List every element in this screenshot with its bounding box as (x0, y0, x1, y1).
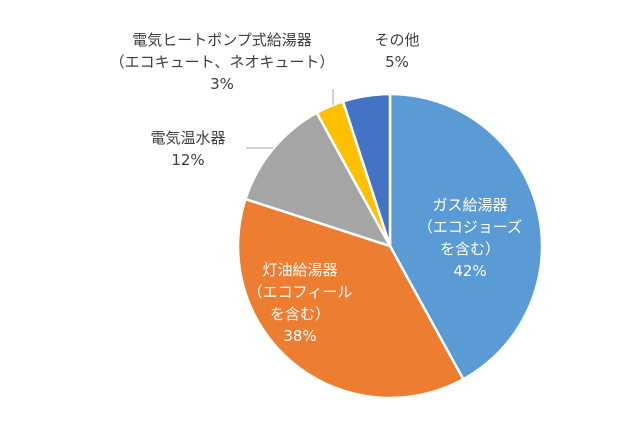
slice-category-kerosene: 灯油給湯器 (262, 261, 337, 279)
slice-value-other: 5% (385, 53, 409, 71)
slice-category-gas: を含む） (440, 240, 500, 258)
slice-category-kerosene: （エコフィール (248, 283, 353, 301)
pie-labels: ガス給湯器（エコジョーズを含む） 42%灯油給湯器（エコフィールを含む） 38%電気… (110, 31, 522, 345)
slice-category-other: その他 (374, 31, 419, 49)
pie-slice-gas (388, 92, 544, 381)
slice-category-gas: ガス給湯器 (432, 196, 507, 214)
slice-category-kerosene: を含む） (270, 305, 330, 323)
slice-value-gas: 42% (453, 262, 486, 280)
pie-slice-other (341, 92, 392, 247)
slice-value-electric: 12% (171, 151, 204, 169)
slice-category-heatpump: （エコキュート、ネオキュート） (110, 53, 335, 71)
slice-label-other: その他 5% (374, 31, 419, 71)
slice-label-kerosene: 灯油給湯器 （エコフィールを含む） 38% (248, 261, 353, 345)
slice-label-electric: 電気温水器 12% (150, 129, 225, 169)
slice-label-heatpump: 電気ヒートポンプ式給湯器 （エコキュート、ネオキュート） 3% (110, 31, 335, 93)
slice-category-heatpump: 電気ヒートポンプ式給湯器 (132, 31, 312, 49)
slice-category-gas: （エコジョーズ (418, 218, 522, 236)
slice-value-heatpump: 3% (210, 75, 234, 93)
pie-slice-kerosene (236, 197, 465, 400)
pie-slices (236, 92, 544, 400)
slice-category-electric: 電気温水器 (150, 129, 225, 147)
pie-slice-electric (243, 111, 393, 249)
slice-label-gas: ガス給湯器 （エコジョーズを含む） 42% (418, 196, 522, 280)
slice-value-kerosene: 38% (283, 327, 316, 345)
